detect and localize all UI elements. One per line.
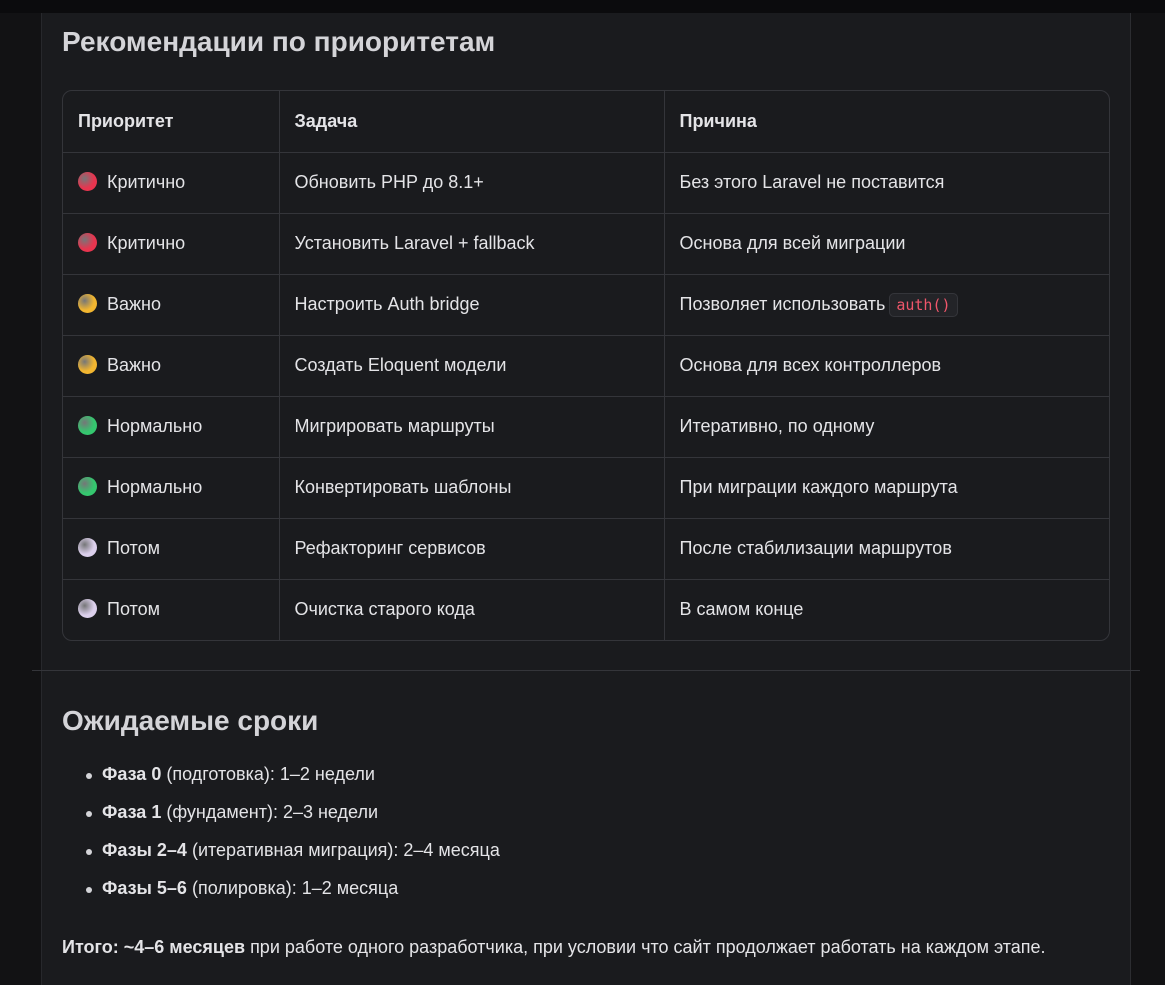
timeline-list: Фаза 0 (подготовка): 1–2 недели Фаза 1 (… <box>86 764 500 916</box>
table-row: Критично Установить Laravel + fallback О… <box>63 213 1109 275</box>
task-cell: Конвертировать шаблоны <box>279 457 665 519</box>
priority-circle-icon <box>78 355 97 374</box>
list-item: Фазы 5–6 (полировка): 1–2 месяца <box>86 878 500 916</box>
priority-circle-icon <box>78 416 97 435</box>
summary-bold: Итого: ~4–6 месяцев <box>62 937 246 957</box>
table-row: Нормально Мигрировать маршруты Итеративн… <box>63 396 1109 458</box>
inline-code: auth() <box>889 293 958 317</box>
reason-cell: Итеративно, по одному <box>664 396 1109 458</box>
priority-label: Нормально <box>107 416 203 436</box>
priority-cell: Критично <box>63 213 280 275</box>
reason-text: После стабилизации маршрутов <box>679 538 952 558</box>
phase-label: Фаза 0 <box>102 764 162 784</box>
table-row: Нормально Конвертировать шаблоны При миг… <box>63 457 1109 519</box>
priority-circle-icon <box>78 294 97 313</box>
phase-text: (подготовка): 1–2 недели <box>161 764 375 784</box>
phase-text: (итеративная миграция): 2–4 месяца <box>186 840 500 860</box>
priority-label: Важно <box>107 355 162 375</box>
priority-cell: Важно <box>63 335 280 397</box>
phase-text: (полировка): 1–2 месяца <box>186 878 399 898</box>
reason-text: При миграции каждого маршрута <box>679 477 958 497</box>
section-heading-priorities: Рекомендации по приоритетам <box>62 26 496 57</box>
summary-paragraph: Итого: ~4–6 месяцев при работе одного ра… <box>62 930 1122 964</box>
task-cell: Мигрировать маршруты <box>279 396 665 458</box>
list-item: Фаза 1 (фундамент): 2–3 недели <box>86 802 500 840</box>
reason-text: Основа для всех контроллеров <box>679 355 942 375</box>
priority-circle-icon <box>78 599 97 619</box>
priority-table: Приоритет Задача Причина Критично Обнови… <box>62 90 1110 641</box>
task-cell: Установить Laravel + fallback <box>279 213 665 275</box>
phase-label: Фаза 1 <box>102 802 162 822</box>
task-cell: Настроить Auth bridge <box>279 274 665 336</box>
reason-text: Позволяет использовать <box>679 294 886 314</box>
task-cell: Обновить PHP до 8.1+ <box>279 152 665 214</box>
task-cell: Очистка старого кода <box>279 579 665 640</box>
table-row: Критично Обновить PHP до 8.1+ Без этого … <box>63 152 1109 214</box>
column-header: Причина <box>664 91 1109 153</box>
priority-cell: Нормально <box>63 396 280 458</box>
priority-label: Потом <box>107 538 160 558</box>
reason-cell: Позволяет использовать auth() <box>664 274 1109 336</box>
priority-label: Потом <box>107 599 160 620</box>
reason-cell: После стабилизации маршрутов <box>664 518 1109 580</box>
priority-circle-icon <box>78 233 97 252</box>
reason-cell: В самом конце <box>664 579 1109 640</box>
reason-cell: При миграции каждого маршрута <box>664 457 1109 519</box>
phase-label: Фазы 2–4 <box>102 840 187 860</box>
summary-text: при работе одного разработчика, при усло… <box>245 937 1046 957</box>
priority-cell: Потом <box>63 518 280 580</box>
reason-text: Без этого Laravel не поставится <box>679 172 945 192</box>
priority-label: Критично <box>107 233 186 253</box>
column-header: Задача <box>279 91 665 153</box>
column-header: Приоритет <box>63 91 280 153</box>
priority-cell: Важно <box>63 274 280 336</box>
priority-label: Критично <box>107 172 186 192</box>
table-row: Важно Создать Eloquent модели Основа для… <box>63 335 1109 397</box>
section-heading-timeline: Ожидаемые сроки <box>62 705 319 736</box>
priority-circle-icon <box>78 538 97 557</box>
priority-cell: Нормально <box>63 457 280 519</box>
phase-label: Фазы 5–6 <box>102 878 187 898</box>
priority-cell: Потом <box>63 579 280 640</box>
reason-text: Основа для всей миграции <box>679 233 906 253</box>
table-row: Потом Очистка старого кода В самом конце <box>63 579 1109 640</box>
priority-circle-icon <box>78 477 97 496</box>
task-cell: Рефакторинг сервисов <box>279 518 665 580</box>
table-header-row: Приоритет Задача Причина <box>63 91 1109 153</box>
reason-text: В самом конце <box>679 599 804 620</box>
table-row: Потом Рефакторинг сервисов После стабили… <box>63 518 1109 580</box>
top-bar <box>0 0 1165 13</box>
priority-cell: Критично <box>63 152 280 214</box>
horizontal-divider <box>32 670 1140 671</box>
reason-cell: Без этого Laravel не поставится <box>664 152 1109 214</box>
list-item: Фаза 0 (подготовка): 1–2 недели <box>86 764 500 802</box>
priority-label: Важно <box>107 294 162 314</box>
table-row: Важно Настроить Auth bridge Позволяет ис… <box>63 274 1109 336</box>
list-item: Фазы 2–4 (итеративная миграция): 2–4 мес… <box>86 840 500 878</box>
phase-text: (фундамент): 2–3 недели <box>161 802 379 822</box>
reason-cell: Основа для всей миграции <box>664 213 1109 275</box>
priority-label: Нормально <box>107 477 203 497</box>
task-cell: Создать Eloquent модели <box>279 335 665 397</box>
priority-circle-icon <box>78 172 97 191</box>
reason-text: Итеративно, по одному <box>679 416 875 436</box>
reason-cell: Основа для всех контроллеров <box>664 335 1109 397</box>
